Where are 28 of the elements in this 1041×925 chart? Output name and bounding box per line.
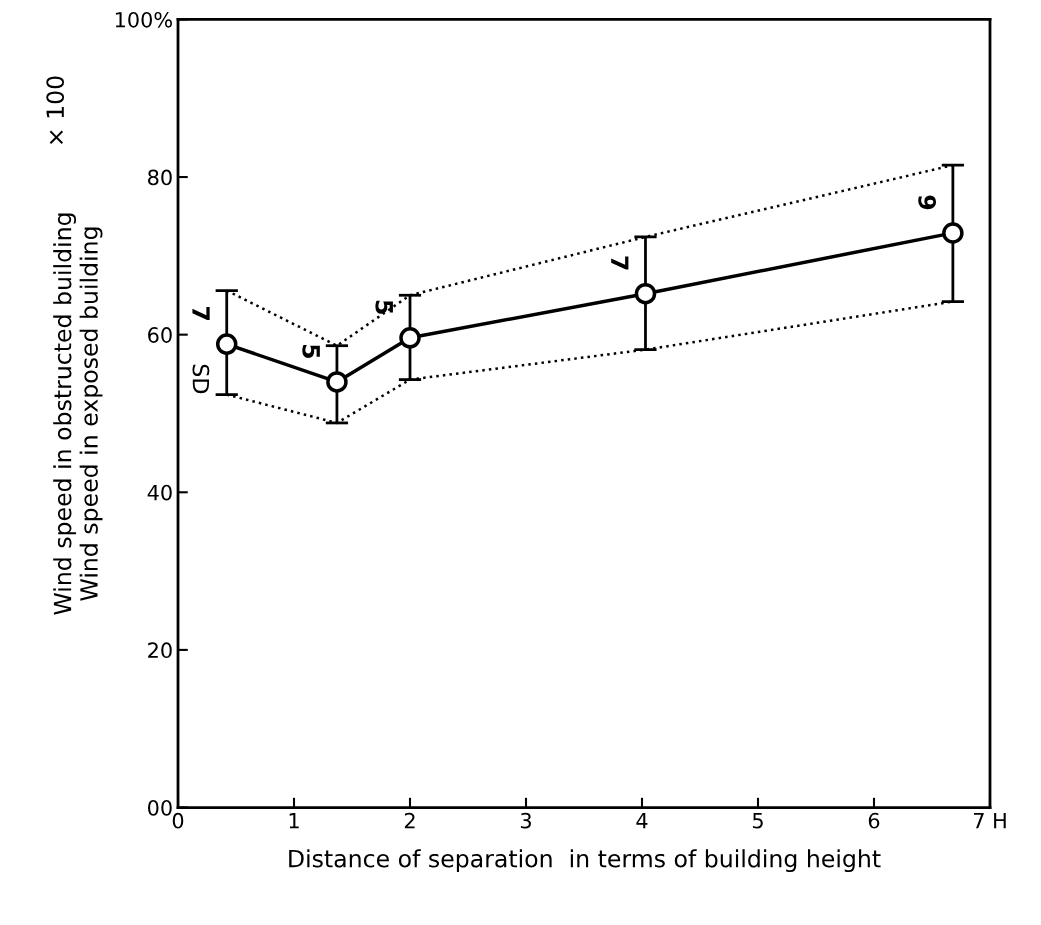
y-tick-label: 00 xyxy=(148,799,172,816)
annotation: 5 xyxy=(302,345,320,358)
y-tick-label: 100% xyxy=(115,11,172,28)
annotation: 9 xyxy=(918,195,937,210)
x-tick-label: 5 xyxy=(752,813,763,829)
annotation: 5 xyxy=(375,300,393,314)
annotation: 7 xyxy=(611,256,629,270)
x-tick-label: 6 xyxy=(868,812,880,829)
y-tick-label: 60 xyxy=(148,327,172,343)
x-tick-label: 4 xyxy=(636,813,648,829)
x-tick-label: 0 xyxy=(172,812,184,829)
x-tick-label: 2 xyxy=(404,812,415,829)
point xyxy=(634,282,657,305)
text: × 100 xyxy=(46,76,65,144)
point xyxy=(942,222,964,244)
point xyxy=(399,327,421,349)
y-tick-label: 40 xyxy=(147,484,172,501)
annotation: SD xyxy=(192,364,210,394)
y-tick-label: 80 xyxy=(148,169,172,186)
x-axis-title: Distance of separation in terms of building height xyxy=(289,849,881,873)
point xyxy=(215,333,238,355)
x-tick-label: 3 xyxy=(520,812,531,829)
x-tick-label: 7 H xyxy=(973,813,1006,829)
point xyxy=(326,371,348,393)
y-tick-label: 20 xyxy=(148,642,172,659)
annotation: 7 xyxy=(192,306,210,320)
y-axis-title: Wind speed in obstructed building Wind speed in exposed building xyxy=(53,213,103,615)
x-tick-label: 1 xyxy=(289,813,299,829)
